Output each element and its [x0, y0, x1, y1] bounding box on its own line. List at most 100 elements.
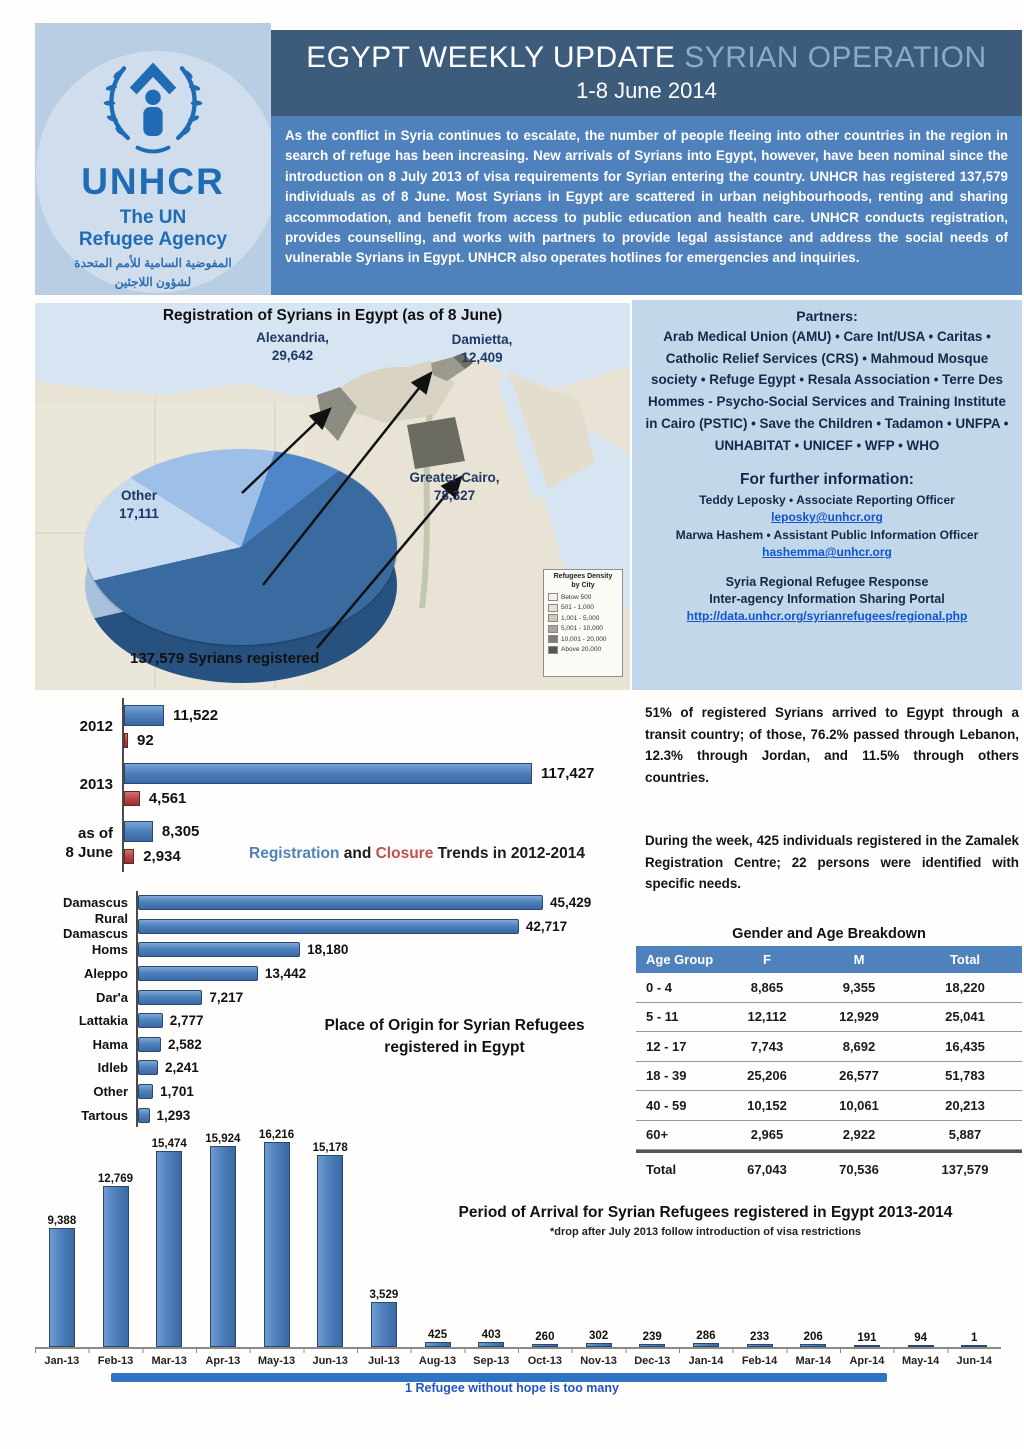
- arrivals-bar: [907, 1345, 934, 1347]
- arrivals-column: 403: [464, 1329, 518, 1347]
- arrivals-month-labels: Jan-13 Feb-13 Mar-13 Apr-13 May-13 Jun-13 Jul-…: [35, 1355, 1001, 1367]
- arrivals-column: 302: [572, 1330, 626, 1347]
- partners-title: Partners:: [796, 308, 858, 324]
- bar-value-label: 11,522: [173, 707, 219, 724]
- legend-label: Above 20,000: [561, 646, 602, 653]
- arrivals-title-main: Period of Arrival for Syrian Refugees re…: [458, 1204, 953, 1221]
- table-cell: 12,112: [747, 1009, 787, 1025]
- arrivals-bar: [102, 1186, 129, 1347]
- table-total-row: Total 67,043 70,536 137,579: [636, 1150, 1022, 1185]
- bar-value-label: 8,305: [161, 823, 200, 840]
- map-panel: Registration of Syrians in Egypt (as of …: [35, 303, 630, 690]
- trends-row: as of 8 June 8,305 2,934: [35, 814, 630, 872]
- callout-greater-cairo-name: Greater Cairo,: [409, 470, 500, 485]
- origin-chart-title: Place of Origin for Syrian Refugees regi…: [324, 1017, 585, 1056]
- legend-row: Above 20,000: [548, 645, 618, 654]
- arrivals-underline-bar: [111, 1373, 887, 1382]
- page-title-main: EGYPT WEEKLY UPDATE: [306, 41, 676, 74]
- table-cell: 10,061: [839, 1097, 879, 1113]
- bar-value-label: 45,429: [550, 895, 592, 911]
- week-activity-paragraph: During the week, 425 individuals registe…: [645, 833, 1019, 892]
- logo-arabic-line2: لشؤون اللاجئين: [114, 275, 192, 289]
- table-cell: 12,929: [839, 1009, 879, 1025]
- origin-row: Damascus 45,429: [35, 891, 630, 915]
- bar-value-label: 15,474: [151, 1138, 187, 1150]
- transit-paragraph: 51% of registered Syrians arrived to Egy…: [645, 705, 1019, 786]
- bar-value-label: 191: [857, 1332, 877, 1344]
- bar-value-label: 239: [642, 1331, 662, 1343]
- trends-row: 2012 11,522 92: [35, 698, 630, 756]
- arrivals-bar: [263, 1142, 290, 1347]
- portal-url-link[interactable]: http://data.unhcr.org/syrianrefugees/reg…: [686, 609, 968, 624]
- bar-value-label: 2,582: [168, 1036, 202, 1052]
- bar-value-label: 286: [696, 1330, 716, 1342]
- arrivals-plot: 9,388 12,769 15,474 15,924 16,216 15,178 3,529…: [35, 1129, 1001, 1349]
- table-cell: 18 - 39: [646, 1068, 687, 1084]
- trends-chart-title: Registration and Closure Trends in 2012-…: [249, 845, 585, 863]
- map-arrows: [241, 371, 463, 649]
- trends-category-label: 2012: [79, 718, 113, 736]
- page-subtitle: 1-8 June 2014: [576, 78, 717, 103]
- table-cell: 0 - 4: [646, 979, 673, 995]
- bar-value-label: 9,388: [47, 1215, 77, 1227]
- trends-bar-row: 11,522: [124, 703, 630, 728]
- bar-value-label: 1: [971, 1332, 978, 1344]
- further-info-title: For further information:: [740, 471, 914, 489]
- contact-1-email-link[interactable]: leposky@unhcr.org: [771, 510, 883, 525]
- arrivals-column: 15,474: [142, 1138, 196, 1347]
- arrivals-column: 286: [679, 1330, 733, 1347]
- trends-bar-row: 8,305: [124, 819, 630, 844]
- table-row: 18 - 39 25,206 26,577 51,783: [636, 1062, 1022, 1091]
- registration-bar: [124, 763, 532, 784]
- logo-tagline-line1: The UN: [119, 207, 187, 228]
- arrivals-chart-title: Period of Arrival for Syrian Refugees re…: [413, 1204, 998, 1238]
- bar-value-label: 425: [427, 1329, 448, 1341]
- callout-greater-cairo: Greater Cairo, 78,327: [387, 469, 522, 504]
- table-row: 0 - 4 8,865 9,355 18,220: [636, 973, 1022, 1003]
- arrivals-title-subtitle: *drop after July 2013 follow introductio…: [549, 1226, 862, 1238]
- arrivals-bar: [531, 1344, 558, 1347]
- arrivals-column: 425: [411, 1329, 465, 1347]
- callout-other-name: Other: [120, 488, 157, 503]
- month-label: Dec-13: [634, 1355, 671, 1367]
- legend-row: 5,001 - 10,000: [548, 624, 618, 633]
- arrivals-bar: [746, 1344, 773, 1347]
- arrivals-bar: [585, 1343, 612, 1347]
- callout-damietta: Damietta, 12,409: [427, 331, 537, 366]
- trends-title-part: Closure: [375, 845, 434, 862]
- portal-line-2: Inter-agency Information Sharing Portal: [709, 592, 945, 607]
- bar-value-label: 206: [803, 1331, 823, 1343]
- arrivals-column: 15,178: [303, 1142, 357, 1347]
- contact-2-email-link[interactable]: hashemma@unhcr.org: [762, 545, 892, 560]
- origin-bar-area: 45,429: [136, 891, 630, 915]
- arrivals-column: 233: [733, 1331, 787, 1347]
- origin-bar: [138, 1084, 154, 1100]
- origin-bar: [138, 918, 519, 934]
- month-label: Jun-13: [312, 1355, 348, 1367]
- arrivals-bar: [639, 1344, 666, 1347]
- origin-bar: [138, 1036, 162, 1052]
- month-label: Aug-13: [418, 1355, 457, 1367]
- origin-category-label: Hama: [92, 1036, 128, 1052]
- origin-category-label: Tartous: [81, 1107, 128, 1123]
- table-cell: 51,783: [945, 1068, 985, 1084]
- table-cell: 12 - 17: [646, 1038, 687, 1054]
- trends-title-part: Trends in 2012-2014: [433, 845, 585, 862]
- table-cell: 5,887: [948, 1127, 982, 1143]
- gender-table-title: Gender and Age Breakdown: [732, 926, 926, 942]
- page-title: EGYPT WEEKLY UPDATE SYRIAN OPERATION: [271, 41, 1022, 75]
- bar-value-label: 117,427: [541, 765, 595, 782]
- closure-bar: [124, 733, 128, 748]
- legend-label: 5,001 - 10,000: [561, 625, 603, 632]
- month-label: Feb-13: [97, 1355, 134, 1367]
- bar-value-label: 1,293: [156, 1107, 191, 1123]
- origin-row: Rural Damascus 42,717: [35, 911, 630, 941]
- arrivals-bar: [800, 1344, 827, 1347]
- callout-alexandria-name: Alexandria,: [256, 330, 329, 345]
- callout-other-value: 17,111: [119, 505, 159, 521]
- table-row: 40 - 59 10,152 10,061 20,213: [636, 1091, 1022, 1121]
- arrivals-chart: 9,388 12,769 15,474 15,924 16,216 15,178 3,529…: [35, 1129, 1001, 1393]
- bar-value-label: 15,178: [312, 1142, 348, 1154]
- gender-age-table: Age Group F M Total 0 - 4 8,865 9,355 18,220 5 -…: [636, 946, 1022, 1185]
